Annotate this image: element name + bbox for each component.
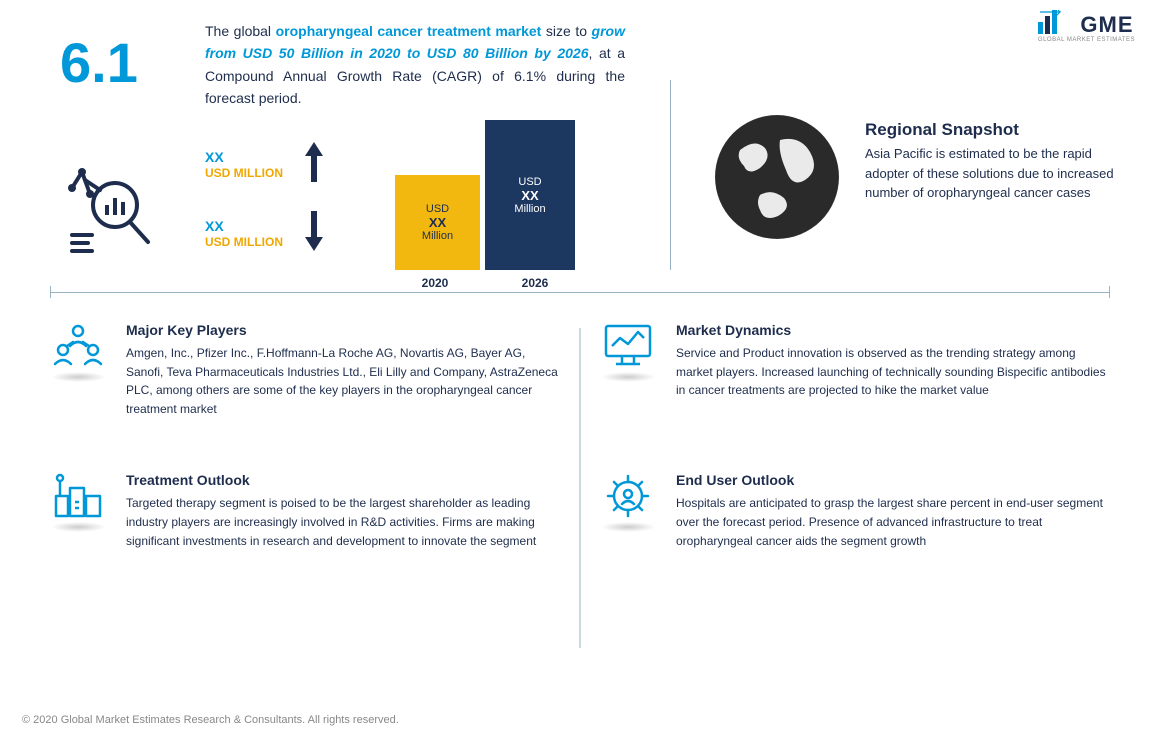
bar-label-2026: 2026 bbox=[522, 276, 549, 290]
q2-body: Service and Product innovation is observ… bbox=[676, 344, 1110, 400]
bar-2026: USDXXMillion bbox=[485, 120, 575, 270]
globe-title: Regional Snapshot bbox=[865, 120, 1019, 140]
market-name-link[interactable]: oropharyngeal cancer treatment market bbox=[276, 23, 542, 39]
divider-tick-right bbox=[1109, 286, 1110, 298]
summary-paragraph: The global oropharyngeal cancer treatmen… bbox=[205, 20, 625, 110]
q1-title: Major Key Players bbox=[126, 322, 560, 338]
q2-title: Market Dynamics bbox=[676, 322, 1110, 338]
bar-2020: USDXXMillion bbox=[395, 175, 480, 270]
xx-block: XX USD MILLION XX USD MILLION bbox=[205, 140, 365, 278]
people-icon bbox=[50, 322, 106, 382]
quadrant-key-players: Major Key Players Amgen, Inc., Pfizer In… bbox=[50, 310, 560, 430]
analysis-icon bbox=[60, 160, 160, 260]
copyright: © 2020 Global Market Estimates Research … bbox=[22, 714, 399, 726]
quadrant-grid: Major Key Players Amgen, Inc., Pfizer In… bbox=[50, 310, 1110, 562]
vertical-divider bbox=[670, 80, 671, 270]
xx-up-row: XX USD MILLION bbox=[205, 140, 365, 189]
xx-up-value: XX bbox=[205, 149, 283, 166]
q1-body: Amgen, Inc., Pfizer Inc., F.Hoffmann-La … bbox=[126, 344, 560, 418]
q3-body: Targeted therapy segment is poised to be… bbox=[126, 494, 560, 550]
cagr-number: 6.1 bbox=[60, 30, 138, 95]
monitor-icon bbox=[600, 322, 656, 382]
globe-section: Regional Snapshot Asia Pacific is estima… bbox=[670, 80, 1140, 280]
desc-lead: The global bbox=[205, 23, 276, 39]
horizontal-divider bbox=[50, 292, 1110, 293]
top-section: 6.1 The global oropharyngeal cancer trea… bbox=[50, 20, 1110, 290]
bar-label-2020: 2020 bbox=[422, 276, 449, 290]
quadrant-end-user-outlook: End User Outlook Hospitals are anticipat… bbox=[600, 460, 1110, 562]
globe-icon bbox=[710, 110, 845, 250]
xx-down-row: XX USD MILLION bbox=[205, 209, 365, 258]
industry-icon bbox=[50, 472, 106, 532]
quadrant-treatment-outlook: Treatment Outlook Targeted therapy segme… bbox=[50, 460, 560, 562]
q4-title: End User Outlook bbox=[676, 472, 1110, 488]
q3-title: Treatment Outlook bbox=[126, 472, 560, 488]
desc-mid: size to bbox=[541, 23, 591, 39]
q4-body: Hospitals are anticipated to grasp the l… bbox=[676, 494, 1110, 550]
target-icon bbox=[600, 472, 656, 532]
arrow-up-icon bbox=[303, 140, 325, 189]
market-bar-chart: USDXXMillionUSDXXMillion 2020 2026 bbox=[385, 120, 585, 295]
quadrant-market-dynamics: Market Dynamics Service and Product inno… bbox=[600, 310, 1110, 430]
xx-down-value: XX bbox=[205, 218, 283, 235]
xx-up-unit: USD MILLION bbox=[205, 166, 283, 180]
globe-body: Asia Pacific is estimated to be the rapi… bbox=[865, 144, 1125, 203]
xx-down-unit: USD MILLION bbox=[205, 235, 283, 249]
arrow-down-icon bbox=[303, 209, 325, 258]
